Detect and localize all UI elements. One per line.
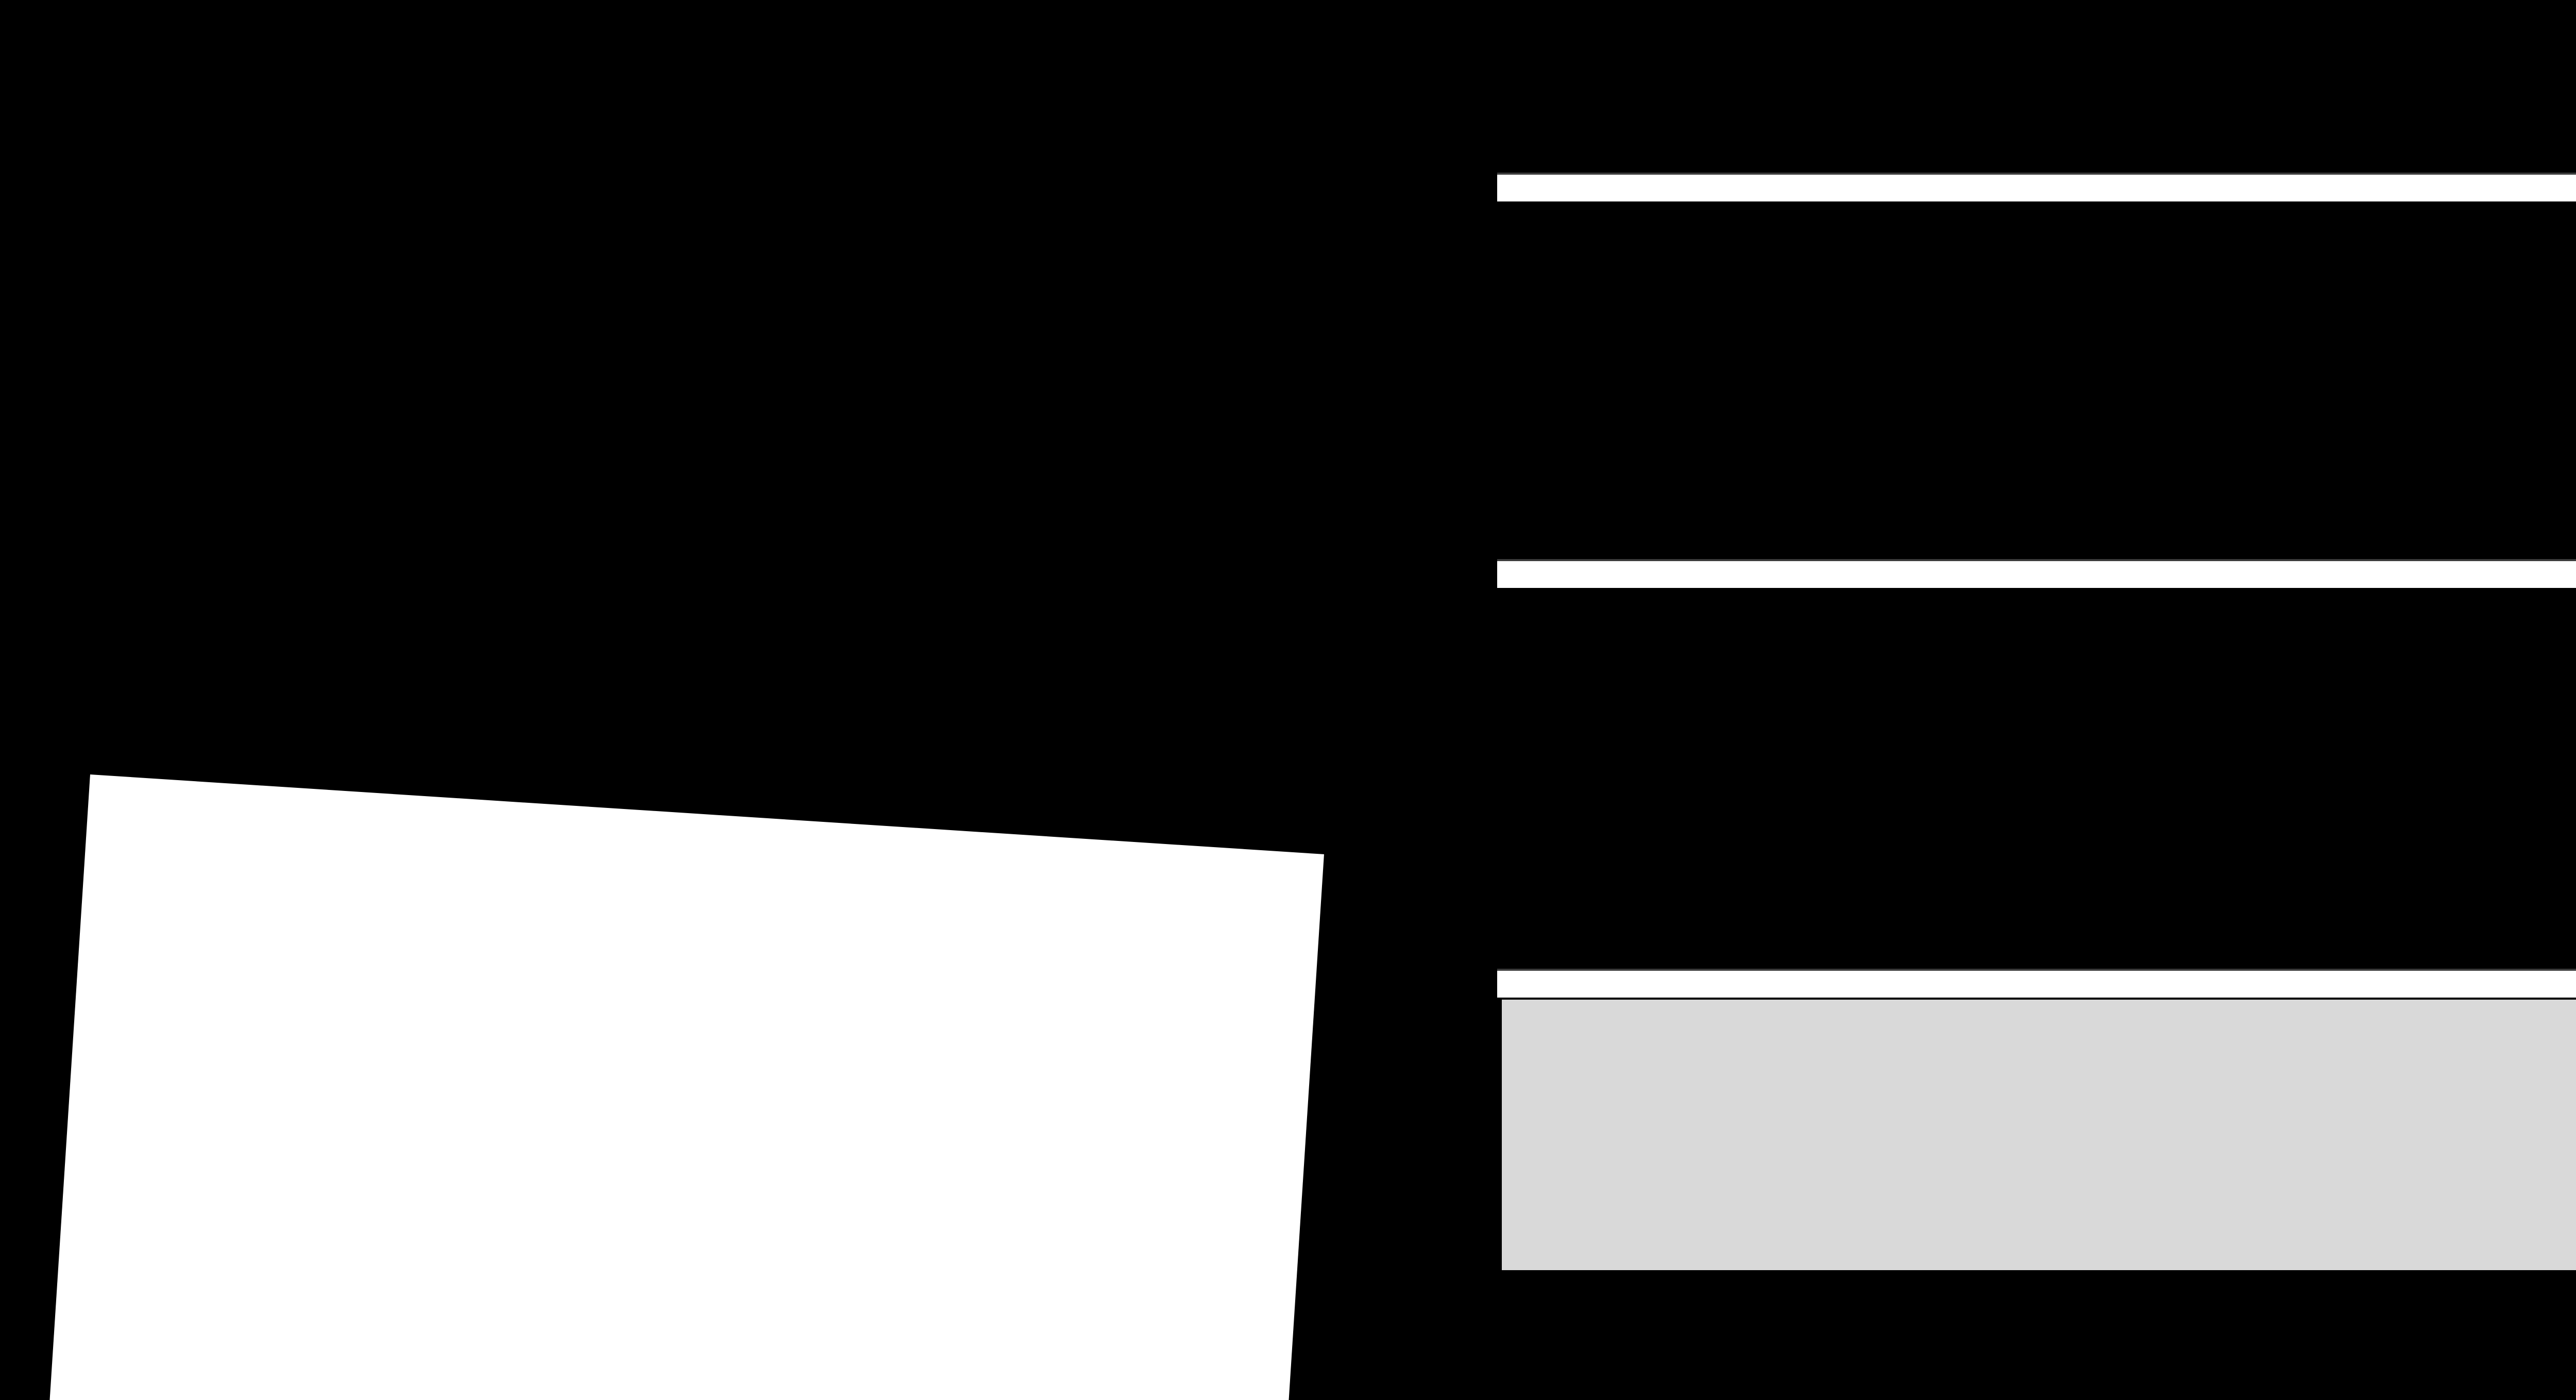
- uptake-chart-protein-a[interactable]: [1497, 201, 2576, 559]
- panel-title-uptake-difference: [1497, 969, 2576, 998]
- uptake-difference-chart[interactable]: [1497, 1000, 2576, 1270]
- uptake-chart-protein-a-canvas[interactable]: [1497, 201, 2576, 559]
- protein-ribbon[interactable]: [47, 774, 1324, 1400]
- volcano-plot[interactable]: [158, 116, 1304, 762]
- uptake-difference-background: [1502, 1000, 2576, 1270]
- panel-title-protein-a-ligand: [1497, 559, 2576, 588]
- uptake-chart-protein-a-ligand-canvas[interactable]: [1497, 589, 2576, 967]
- uptake-difference-canvas[interactable]: [1497, 1000, 2576, 1270]
- panel-title-protein-a: [1497, 173, 2576, 201]
- volcano-canvas[interactable]: [158, 116, 1304, 762]
- structure-3d-panel[interactable]: [47, 774, 1324, 1400]
- uptake-chart-protein-a-ligand[interactable]: [1497, 589, 2576, 967]
